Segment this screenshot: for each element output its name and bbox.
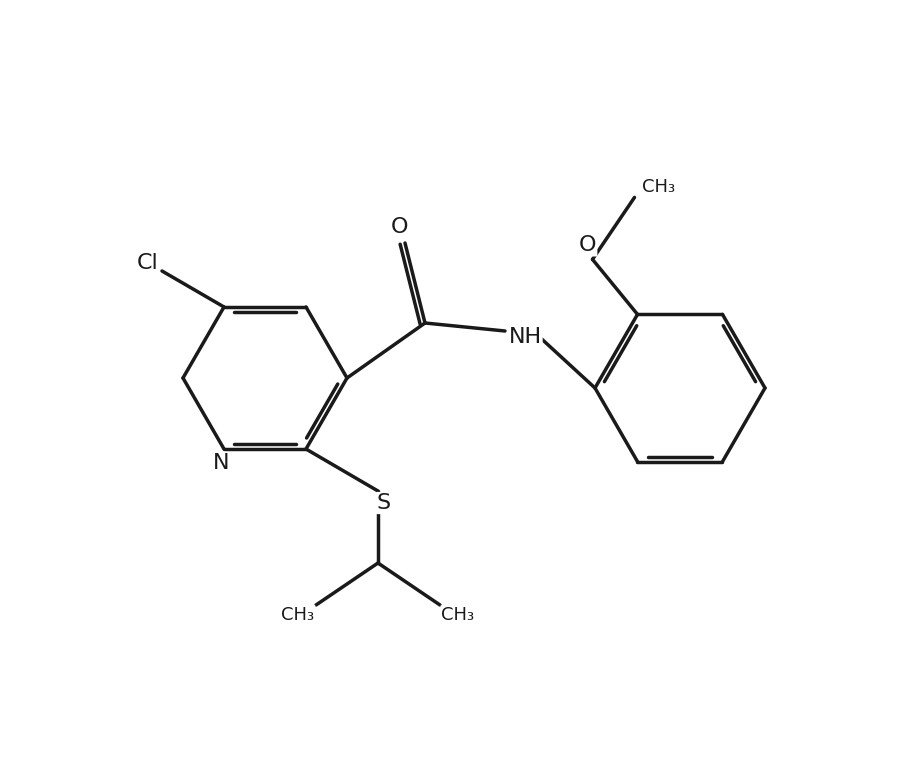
Text: S: S: [377, 493, 391, 513]
Text: CH₃: CH₃: [641, 178, 675, 197]
Text: CH₃: CH₃: [281, 606, 314, 624]
Text: NH: NH: [508, 327, 541, 347]
Text: O: O: [391, 217, 408, 237]
Text: Cl: Cl: [137, 253, 159, 273]
Text: CH₃: CH₃: [441, 606, 474, 624]
Text: O: O: [578, 235, 596, 256]
Text: N: N: [212, 453, 229, 473]
